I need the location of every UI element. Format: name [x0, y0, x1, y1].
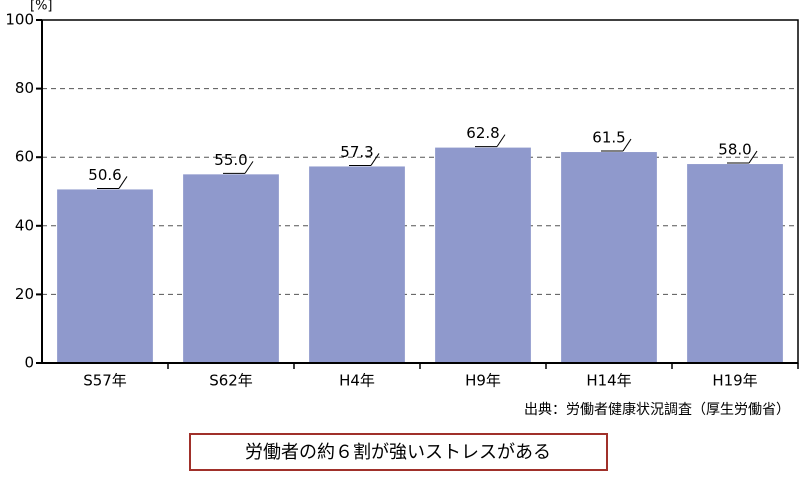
value-label: 50.6: [88, 166, 121, 184]
label-leader: [748, 150, 758, 164]
value-label: 55.0: [214, 151, 247, 169]
value-label: 58.0: [718, 141, 751, 159]
caption: 労働者の約６割が強いストレスがある: [245, 442, 551, 463]
y-tick-label: 100: [5, 11, 34, 29]
y-tick-label: 40: [15, 216, 34, 234]
x-tick-label: S62年: [209, 372, 253, 390]
bar: [309, 166, 405, 363]
bar: [561, 152, 657, 363]
bar: [687, 164, 783, 363]
source-note: 出典：労働者健康状況調査（厚生労働省）: [524, 401, 790, 418]
value-label: 62.8: [466, 124, 499, 142]
x-tick-label: H9年: [465, 372, 501, 390]
label-leader: [496, 134, 506, 147]
label-leader: [118, 176, 128, 189]
caption-box: [189, 433, 608, 471]
value-label: 61.5: [592, 129, 625, 147]
label-leader: [370, 153, 380, 166]
y-tick-label: 60: [15, 148, 34, 166]
plot-frame: [41, 19, 799, 364]
x-tick-label: H14年: [586, 372, 631, 390]
x-tick-label: H19年: [712, 372, 757, 390]
x-tick-label: S57年: [83, 372, 127, 390]
y-tick-label: 80: [15, 79, 34, 97]
bar: [435, 147, 531, 363]
label-leader: [244, 161, 254, 174]
y-axis-unit: [%]: [30, 0, 53, 14]
bar: [183, 174, 279, 363]
y-tick-label: 0: [24, 354, 34, 372]
label-leader: [622, 138, 632, 152]
x-tick-label: H4年: [339, 372, 375, 390]
value-label: 57.3: [340, 143, 373, 161]
bar: [57, 189, 153, 363]
y-tick-label: 20: [15, 285, 34, 303]
